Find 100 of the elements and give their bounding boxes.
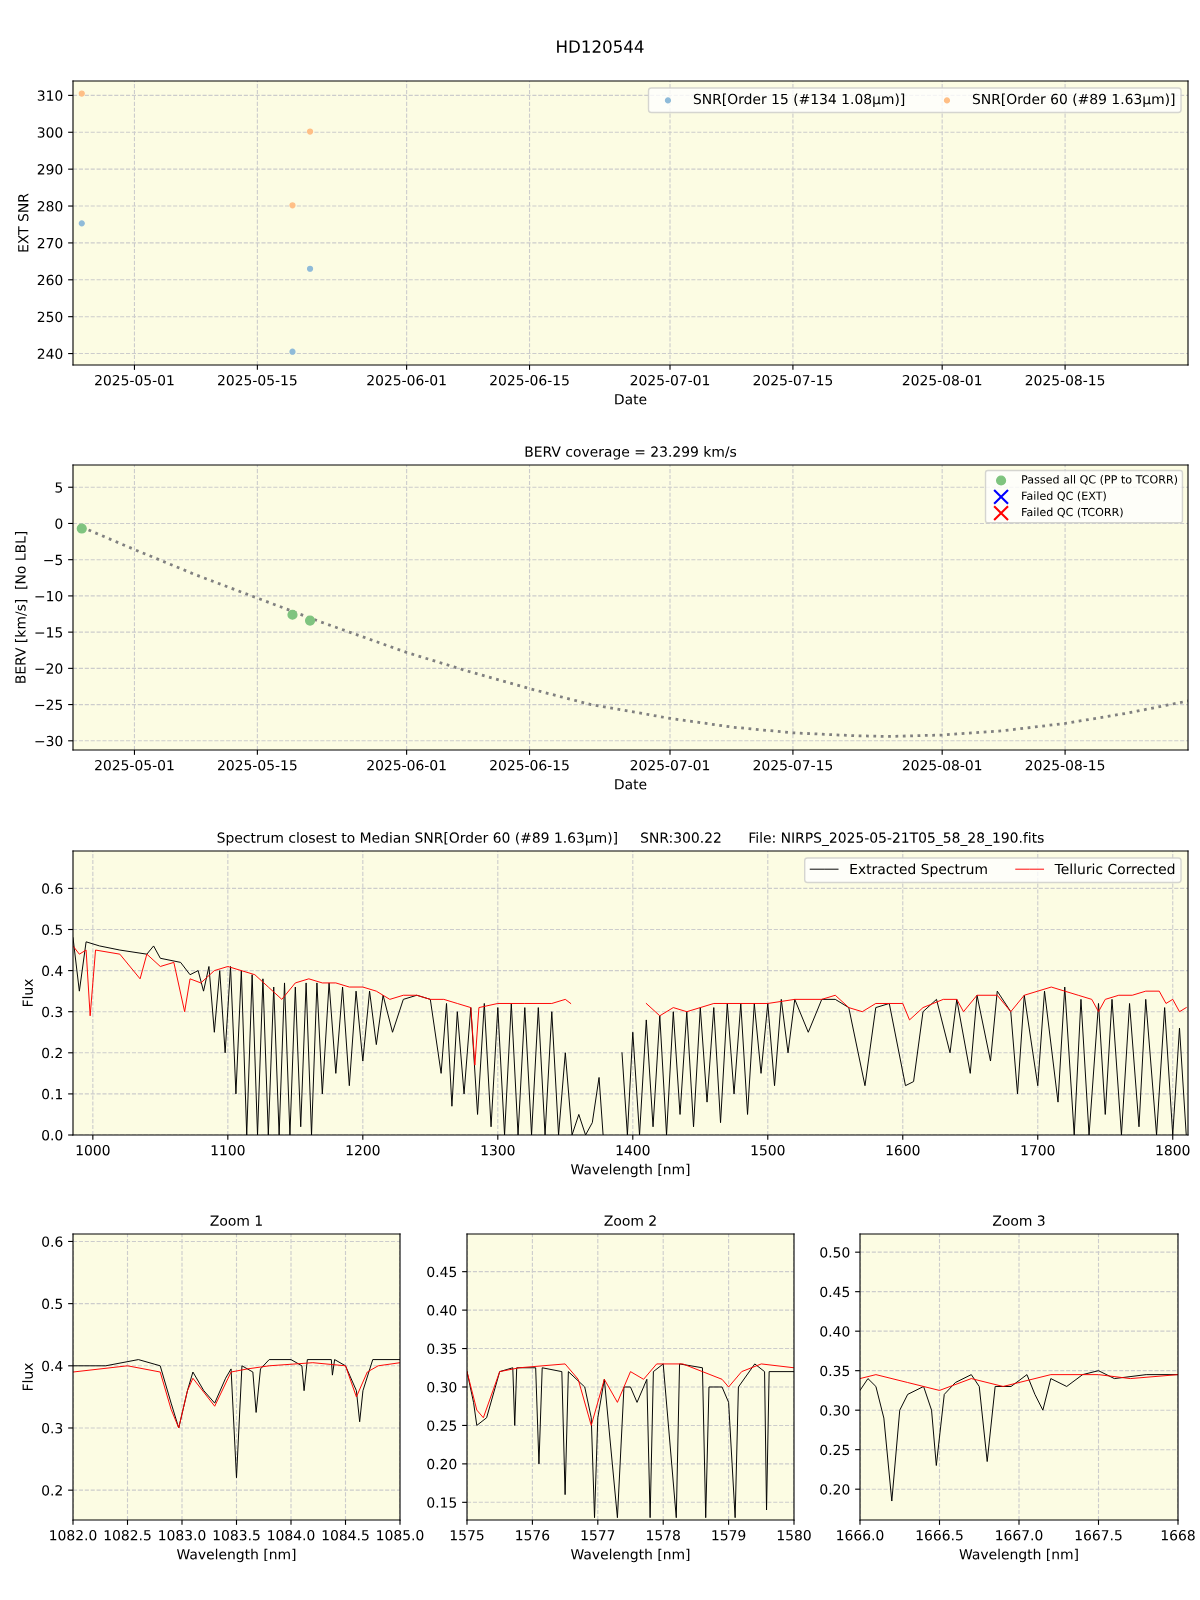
y-tick-label: 0.4	[42, 965, 63, 977]
legend-label: Telluric Corrected	[1054, 863, 1175, 875]
x-tick-label: 1666.5	[916, 1529, 963, 1541]
y-tick-label: 0.3	[42, 1006, 63, 1018]
y-tick-label: 0.6	[42, 883, 63, 894]
y-tick-label: 0.40	[820, 1326, 850, 1337]
point	[78, 90, 85, 97]
y-tick-label: 0.40	[427, 1305, 457, 1316]
point	[76, 523, 87, 534]
x-tick-label: 2025-07-01	[630, 374, 710, 386]
y-tick-label: 0.20	[820, 1484, 850, 1495]
y-tick-label: 0.2	[42, 1047, 62, 1059]
x-axis-title: Wavelength [nm]	[959, 1548, 1078, 1563]
x-tick-label: 2025-05-15	[218, 374, 297, 386]
x-tick-label: 2025-08-15	[1025, 374, 1105, 386]
y-tick-label: −15	[35, 627, 63, 638]
y-tick-label: 0.5	[42, 1298, 63, 1310]
legend-label: Failed QC (EXT)	[1022, 491, 1106, 502]
line-series	[73, 1362, 400, 1429]
x-tick-label: 1575	[450, 1530, 484, 1541]
x-axis-title: Wavelength [nm]	[176, 1548, 296, 1563]
x-tick-label: 2025-06-01	[367, 374, 446, 386]
line-series	[860, 1374, 1178, 1391]
y-tick-label: 260	[37, 274, 63, 286]
x-tick-label: 2025-08-01	[902, 374, 982, 386]
x-tick-label: 1083.0	[159, 1529, 206, 1541]
point	[78, 220, 85, 227]
point	[287, 609, 298, 620]
x-tick-label: 1580	[777, 1529, 811, 1541]
x-tick-label: 2025-06-01	[367, 759, 446, 771]
y-axis-title: Flux	[22, 979, 33, 1007]
x-tick-label: 1100	[211, 1144, 245, 1156]
y-tick-label: 0.3	[42, 1422, 63, 1434]
y-tick-label: 290	[37, 164, 63, 175]
x-tick-label: 1667.0	[996, 1529, 1043, 1541]
y-tick-label: 240	[37, 348, 63, 360]
x-tick-label: 1083.5	[213, 1529, 260, 1541]
y-tick-label: −20	[35, 663, 63, 674]
x-axis-title: Date	[615, 779, 647, 790]
x-tick-label: 1082.0	[50, 1529, 97, 1541]
y-tick-label: 270	[37, 237, 63, 249]
x-tick-label: 1400	[616, 1144, 650, 1156]
y-tick-label: −25	[35, 699, 63, 711]
y-tick-label: 0.50	[820, 1247, 850, 1258]
y-tick-label: −5	[44, 554, 63, 566]
y-axis-title: EXT SNR	[18, 193, 29, 252]
y-tick-label: 0.25	[820, 1444, 850, 1456]
x-axis-title: Wavelength [nm]	[570, 1163, 690, 1178]
x-tick-label: 1500	[751, 1144, 785, 1156]
y-tick-label: 0.15	[427, 1497, 457, 1508]
y-tick-label: 0.35	[427, 1343, 457, 1355]
chart-title: Zoom 2	[604, 1215, 656, 1226]
x-tick-label: 1800	[1156, 1144, 1190, 1156]
x-tick-label: 1576	[516, 1529, 550, 1541]
chart-title: Zoom 3	[992, 1215, 1045, 1226]
line-series	[467, 1363, 794, 1426]
y-tick-label: 0.35	[820, 1365, 850, 1377]
legend-label: SNR[Order 15 (#134 1.08μm)]	[693, 93, 905, 107]
x-tick-label: 2025-05-01	[95, 759, 174, 771]
x-tick-label: 1085.0	[377, 1529, 424, 1541]
y-tick-label: 0.30	[427, 1381, 457, 1393]
point	[306, 128, 314, 135]
x-tick-label: 1082.5	[104, 1529, 151, 1541]
x-tick-label: 1000	[76, 1144, 110, 1156]
y-tick-label: 0.25	[427, 1420, 457, 1431]
y-tick-label: 280	[37, 201, 63, 212]
y-tick-label: 5	[55, 482, 63, 493]
x-tick-label: 1666.0	[837, 1529, 884, 1541]
x-tick-label: 2025-07-01	[630, 759, 710, 771]
legend-label: Extracted Spectrum	[850, 863, 987, 877]
x-tick-label: 1200	[346, 1144, 380, 1156]
x-tick-label: 2025-06-15	[490, 759, 569, 771]
y-tick-label: 0.45	[820, 1286, 850, 1298]
y-tick-label: 0.6	[42, 1236, 63, 1247]
point	[306, 265, 314, 272]
y-tick-label: 0.4	[42, 1360, 63, 1372]
x-tick-label: 1667.5	[1075, 1529, 1122, 1541]
y-tick-label: 0.45	[427, 1266, 457, 1278]
y-tick-label: 310	[37, 90, 63, 101]
x-tick-label: 1578	[647, 1529, 680, 1541]
y-tick-label: 250	[37, 311, 63, 323]
x-tick-label: 2025-07-15	[753, 759, 833, 771]
y-tick-label: 0.5	[42, 924, 63, 935]
y-tick-label: 0.0	[42, 1129, 63, 1141]
x-tick-label: 1668	[1161, 1529, 1195, 1541]
y-tick-label: 0.2	[42, 1485, 62, 1496]
y-tick-label: −30	[35, 735, 63, 747]
x-tick-label: 1084.5	[322, 1529, 369, 1541]
x-tick-label: 1700	[1021, 1144, 1055, 1156]
x-tick-label: 1577	[581, 1530, 615, 1541]
x-tick-label: 1300	[481, 1144, 515, 1156]
x-tick-label: 2025-07-15	[753, 374, 833, 386]
y-tick-label: 300	[37, 127, 63, 138]
chart-title: Spectrum closest to Median SNR[Order 60 (#89 1.63μm)] SNR:300.22 File: NIRPS_2025-05-21T05_58_28_190.fits	[217, 832, 1044, 846]
y-tick-label: −10	[35, 590, 63, 602]
legend-label: Failed QC (TCORR)	[1022, 507, 1123, 518]
point	[304, 615, 316, 626]
y-axis-title: Flux	[22, 1363, 33, 1391]
chart-title: Zoom 1	[210, 1215, 262, 1226]
x-tick-label: 2025-08-01	[902, 759, 982, 771]
